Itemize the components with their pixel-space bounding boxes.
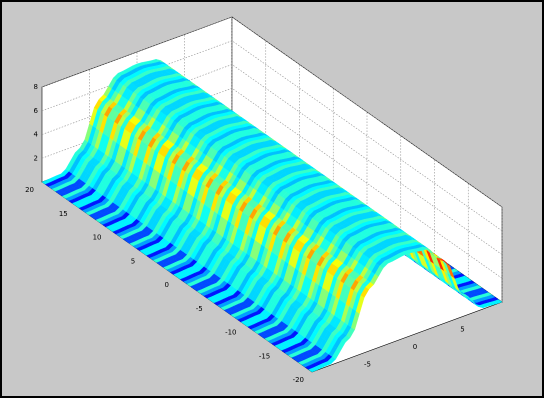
- y-tick-label: 10: [93, 234, 102, 242]
- surface-mesh: [41, 59, 503, 373]
- tick-labels: 2 4 6 8 20 15 10 5 0 -5 -10 -15 -20 -5 0 5: [25, 83, 465, 384]
- x-tick-label: 0: [413, 343, 417, 351]
- z-tick-label: 4: [34, 131, 39, 139]
- y-tick-label: 5: [131, 257, 135, 265]
- y-tick-label: 15: [59, 210, 68, 218]
- z-gridline: [41, 40, 503, 231]
- y-tick-label: 0: [165, 281, 169, 289]
- z-tick-label: 8: [34, 83, 38, 91]
- y-tick-label: -10: [225, 329, 236, 337]
- y-tick-label: -5: [196, 305, 203, 313]
- y-tick-label: -15: [259, 352, 270, 360]
- z-gridline: [41, 16, 503, 208]
- x-tick-label: 5: [460, 326, 464, 334]
- z-tick-label: 2: [34, 154, 38, 162]
- z-tick-label: 6: [34, 107, 39, 115]
- y-tick-label: 20: [25, 186, 34, 194]
- y-tick-label: -20: [293, 376, 304, 384]
- surface-facet: [493, 299, 503, 304]
- x-tick-label: -5: [364, 361, 371, 369]
